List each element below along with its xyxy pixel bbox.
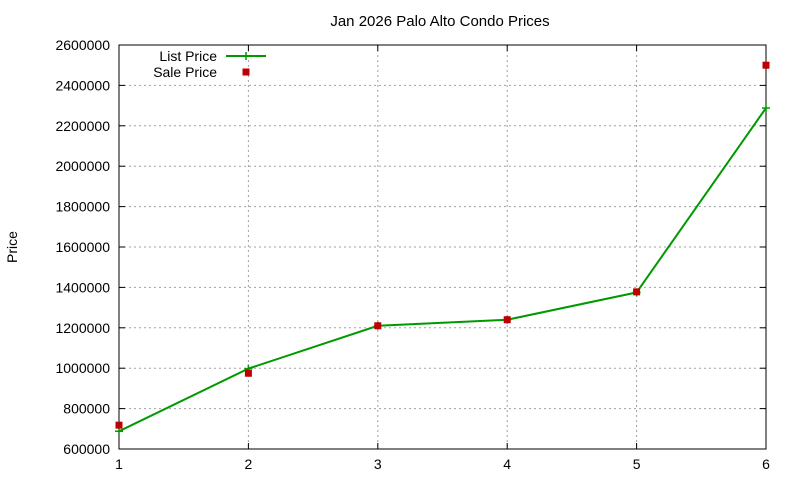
data-point-sale-price — [633, 288, 641, 296]
y-tick-label: 600000 — [63, 441, 110, 457]
legend-label: Sale Price — [153, 64, 217, 80]
y-tick-label: 1200000 — [55, 320, 110, 336]
data-point-sale-price — [503, 316, 511, 324]
chart-title: Jan 2026 Palo Alto Condo Prices — [330, 13, 549, 30]
x-tick-label: 3 — [374, 456, 382, 472]
data-point-sale-price — [244, 369, 252, 377]
y-tick-label: 2400000 — [55, 77, 110, 93]
y-axis-label: Price — [4, 231, 20, 263]
data-point-sale-price — [762, 61, 770, 69]
legend-label: List Price — [159, 48, 217, 64]
grid — [119, 45, 766, 449]
y-tick-label: 1800000 — [55, 199, 110, 215]
series-line — [118, 107, 767, 433]
plot-frame — [118, 44, 767, 450]
data-point-list-price — [242, 52, 250, 60]
x-tick-label: 6 — [762, 456, 770, 472]
x-tick-label: 4 — [503, 456, 511, 472]
data-point-sale-price — [374, 322, 382, 330]
data-point-sale-price — [242, 68, 250, 76]
y-tick-label: 2200000 — [55, 118, 110, 134]
data-point-list-price — [762, 104, 770, 113]
y-tick-label: 800000 — [63, 401, 110, 417]
y-tick-label: 2600000 — [55, 37, 110, 53]
y-tick-label: 1600000 — [55, 239, 110, 255]
x-tick-label: 5 — [633, 456, 641, 472]
axis-ticks: 600000 800000 1000000 1200000 1400000 1600000… — [55, 37, 770, 472]
data-point-sale-price — [115, 421, 123, 429]
x-tick-label: 2 — [245, 456, 253, 472]
series-sale-price — [115, 61, 770, 429]
series-layer — [115, 61, 770, 436]
x-tick-label: 1 — [115, 456, 123, 472]
y-tick-label: 2000000 — [55, 158, 110, 174]
series-list-price — [115, 104, 770, 436]
y-tick-label: 1000000 — [55, 360, 110, 376]
y-tick-label: 1400000 — [55, 279, 110, 295]
